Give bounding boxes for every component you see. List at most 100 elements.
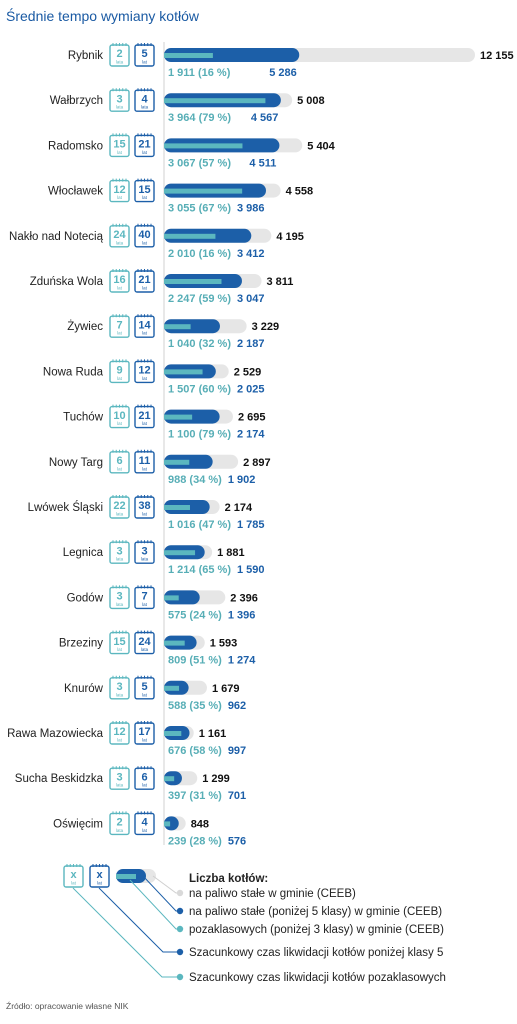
total-label: 4 558 (286, 186, 314, 198)
years-pozaklasowe-icon-value: 6 (116, 455, 122, 467)
years-pozaklasowe-icon-unit: lata (116, 602, 124, 607)
legend-bar-pozaklasowe (116, 874, 136, 879)
years-below5-icon-value: 12 (138, 365, 150, 377)
pozaklasowe-label: 1 911 (16 %) (168, 67, 231, 79)
bar-pozaklasowe (164, 505, 190, 510)
below5-label: 2 187 (237, 338, 265, 350)
years-pozaklasowe-icon-value: 3 (116, 591, 122, 603)
source-note: Źródło: opracowanie własne NIK (6, 1001, 129, 1011)
bar-pozaklasowe (164, 53, 213, 58)
total-label: 4 195 (276, 231, 304, 243)
city-label: Nakło nad Notecią (9, 231, 104, 243)
legend-title: Liczba kotłów: (189, 873, 268, 885)
city-label: Rawa Mazowiecka (7, 728, 103, 740)
years-below5-icon-unit: lat (142, 602, 148, 607)
below5-label: 2 025 (237, 383, 265, 395)
years-pozaklasowe-icon-unit: lata (116, 60, 124, 65)
below5-label: 4 567 (251, 112, 279, 124)
bar-pozaklasowe (164, 188, 243, 194)
years-pozaklasowe-icon-value: 16 (113, 274, 125, 286)
years-pozaklasowe-icon-unit: lata (116, 240, 124, 245)
pozaklasowe-label: 2 010 (16 %) (168, 248, 231, 260)
total-label: 2 695 (238, 412, 266, 424)
below5-label: 4 511 (249, 157, 276, 169)
years-pozaklasowe-icon-value: 2 (116, 817, 122, 829)
years-below5-icon-unit: lat (142, 421, 148, 426)
years-pozaklasowe-icon-value: 12 (113, 726, 125, 738)
years-below5-icon-value: 38 (138, 500, 150, 512)
years-pozaklasowe-icon-value: 12 (113, 184, 125, 196)
years-below5-icon-value: 21 (138, 139, 150, 151)
years-below5-icon-value: 11 (139, 455, 151, 467)
city-label: Nowa Ruda (43, 366, 104, 378)
total-label: 5 404 (307, 140, 335, 152)
pozaklasowe-label: 3 055 (67 %) (168, 203, 231, 215)
bar-below5 (164, 48, 300, 62)
total-label: 1 881 (217, 547, 245, 559)
legend-dot (176, 948, 184, 956)
legend-connector (142, 875, 180, 912)
city-label: Brzeziny (59, 638, 103, 650)
total-label: 5 008 (297, 95, 325, 107)
years-below5-icon-value: 5 (141, 681, 147, 693)
years-pozaklasowe-icon-value: 15 (113, 636, 125, 648)
years-pozaklasowe-icon-unit: lata (116, 692, 124, 697)
pozaklasowe-label: 588 (35 %) (168, 700, 222, 712)
bar-pozaklasowe (164, 821, 171, 827)
pozaklasowe-label: 239 (28 %) (168, 835, 222, 847)
total-label: 1 161 (199, 728, 227, 740)
legend-dot (176, 973, 184, 981)
bar-pozaklasowe (164, 731, 182, 736)
total-label: 2 897 (243, 457, 271, 469)
bar-pozaklasowe (164, 98, 266, 104)
legend-connector (72, 887, 180, 978)
pozaklasowe-label: 3 964 (79 %) (168, 112, 231, 124)
years-pozaklasowe-icon-value: 3 (116, 93, 122, 105)
years-pozaklasowe-icon-value: 2 (116, 48, 122, 60)
years-pozaklasowe-icon-unit: lata (116, 557, 124, 562)
below5-label: 3 412 (237, 248, 265, 260)
years-below5-icon-value: 24 (138, 636, 151, 648)
years-below5-icon-value: 6 (141, 771, 147, 783)
below5-label: 1 902 (228, 474, 256, 486)
years-pozaklasowe-icon-unit: lat (117, 738, 123, 743)
legend-years-below5-icon-unit: lat (97, 881, 103, 886)
city-label: Knurów (64, 683, 104, 695)
city-label: Włocławek (48, 186, 103, 198)
years-pozaklasowe-icon-unit: lat (117, 195, 123, 200)
city-label: Wałbrzych (50, 95, 103, 107)
legend-dot (176, 907, 184, 915)
years-pozaklasowe-icon-value: 3 (116, 681, 122, 693)
city-label: Żywiec (67, 320, 103, 333)
bar-pozaklasowe (164, 324, 191, 330)
below5-label: 5 286 (269, 67, 297, 79)
years-below5-icon-unit: lat (142, 150, 148, 155)
below5-label: 576 (228, 835, 246, 847)
total-label: 1 593 (210, 638, 238, 650)
years-pozaklasowe-icon-value: 9 (116, 365, 122, 377)
total-label: 1 299 (202, 773, 230, 785)
legend-connector (98, 887, 180, 953)
bar-below5 (164, 590, 200, 605)
years-pozaklasowe-icon-unit: lata (116, 512, 124, 517)
below5-label: 3 986 (237, 203, 265, 215)
legend-item: na paliwo stałe (poniżej 5 klasy) w gmin… (189, 906, 442, 918)
years-pozaklasowe-icon-value: 10 (113, 410, 125, 422)
city-label: Oświęcim (53, 818, 103, 830)
years-pozaklasowe-icon-unit: lat (117, 150, 123, 155)
below5-label: 997 (228, 745, 246, 757)
legend-years-below5-icon-value: x (96, 869, 103, 881)
pozaklasowe-label: 676 (58 %) (168, 745, 222, 757)
pozaklasowe-label: 1 507 (60 %) (168, 383, 231, 395)
below5-label: 1 274 (228, 655, 256, 667)
total-label: 1 679 (212, 683, 240, 695)
years-below5-icon-value: 21 (138, 410, 150, 422)
legend-item: Szacunkowy czas likwidacji kotłów poniże… (189, 947, 443, 959)
city-label: Zduńska Wola (30, 276, 104, 288)
below5-label: 1 396 (228, 609, 256, 621)
below5-label: 1 785 (237, 519, 265, 531)
bar-pozaklasowe (164, 369, 203, 375)
years-below5-icon-unit: lat (142, 512, 148, 517)
bar-below5 (164, 816, 179, 831)
years-pozaklasowe-icon-unit: lat (117, 466, 123, 471)
